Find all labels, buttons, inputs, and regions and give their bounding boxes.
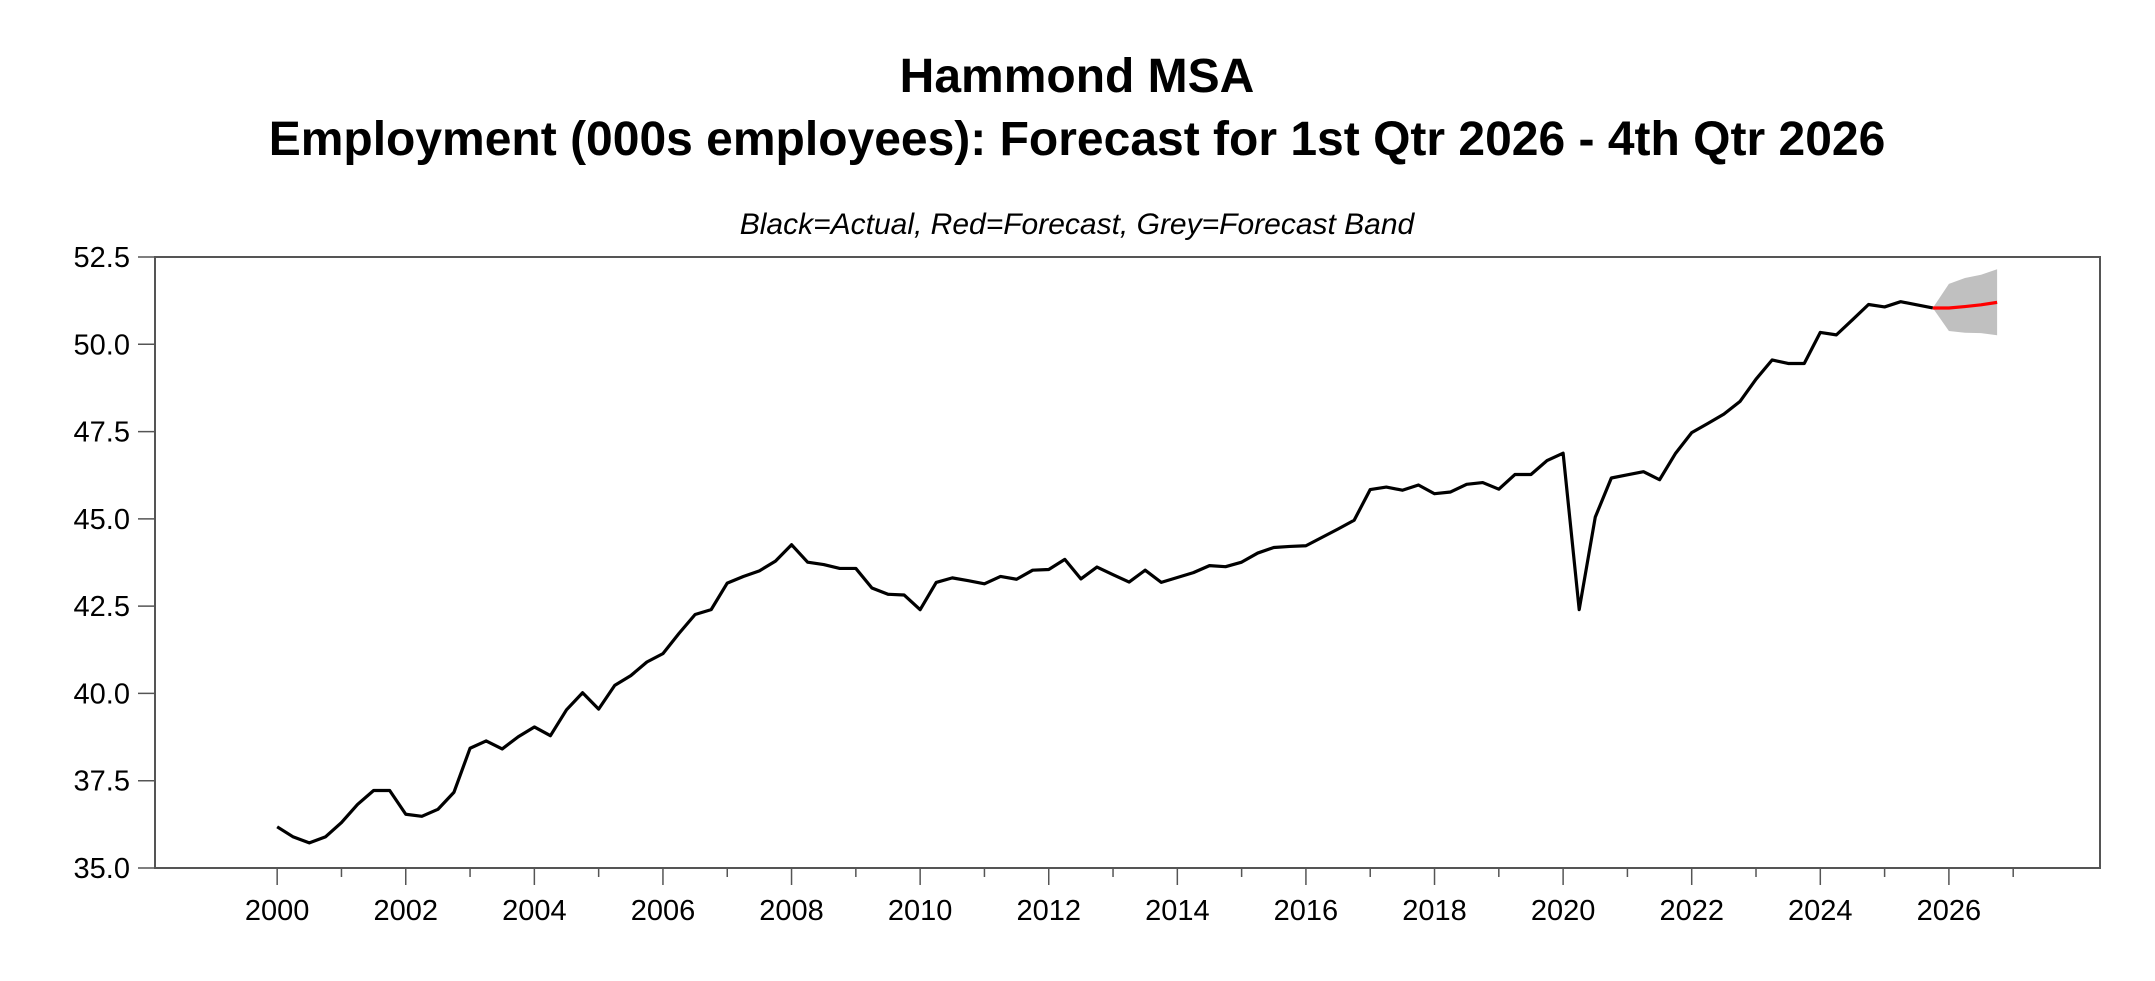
chart-subtitle: Employment (000s employees): Forecast fo… [269, 113, 1886, 166]
chart-title: Hammond MSA [900, 50, 1255, 103]
x-tick-label: 2024 [1788, 895, 1853, 927]
forecast-band [1932, 269, 1998, 336]
actual-series-line [276, 300, 1934, 845]
x-tick-label: 2008 [759, 895, 824, 927]
x-tick-label: 2000 [245, 895, 310, 927]
x-tick-label: 2016 [1274, 895, 1339, 927]
x-tick-label: 2004 [502, 895, 567, 927]
chart-legend-note: Black=Actual, Red=Forecast, Grey=Forecas… [740, 208, 1416, 241]
x-tick-label: 2026 [1917, 895, 1982, 927]
y-tick-label: 50.0 [74, 329, 130, 361]
x-tick-label: 2018 [1402, 895, 1467, 927]
x-tick-label: 2020 [1531, 895, 1596, 927]
forecast-band-layer [1932, 269, 1998, 336]
plot-frame [154, 256, 2101, 869]
x-tick-label: 2010 [888, 895, 953, 927]
y-tick-label: 42.5 [74, 591, 130, 623]
series-layer [276, 300, 1998, 845]
y-tick-label: 45.0 [74, 504, 130, 536]
y-tick-label: 35.0 [74, 853, 130, 885]
x-axis: 2000 2002 2004 2006 2008 2010 2012 2014 2016 2018… [245, 868, 2014, 927]
x-tick-label: 2014 [1145, 895, 1210, 927]
y-tick-label: 40.0 [74, 678, 130, 710]
y-tick-label: 37.5 [74, 766, 130, 798]
x-tick-label: 2002 [374, 895, 439, 927]
y-tick-label: 47.5 [74, 417, 130, 449]
y-axis: 35.0 37.5 40.0 42.5 45.0 47.5 50.0 52.5 [74, 242, 155, 885]
x-tick-label: 2012 [1016, 895, 1081, 927]
y-tick-label: 52.5 [74, 242, 130, 274]
x-tick-label: 2006 [631, 895, 696, 927]
x-tick-label: 2022 [1659, 895, 1724, 927]
